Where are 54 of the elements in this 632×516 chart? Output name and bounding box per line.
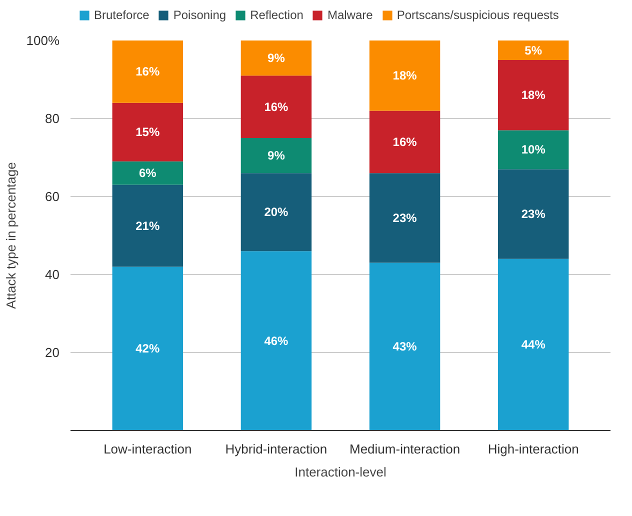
data-label: 42% [136,342,160,356]
data-label: 10% [521,142,546,157]
data-label: 44% [521,338,546,352]
bar [498,130,569,170]
y-tick-label: 60 [45,189,60,204]
data-label: 23% [521,207,546,222]
data-label: 16% [264,100,289,114]
x-tick-label: Low-interaction [104,442,192,456]
bar [112,102,183,162]
x-axis-title: Interaction-level [294,464,386,480]
data-label: 16% [136,64,160,79]
bar [240,173,312,252]
data-label: 9% [268,51,286,66]
data-label: 21% [136,218,160,233]
bar [112,40,183,103]
bar [369,110,440,174]
legend-label: Malware [327,8,373,22]
data-label: 43% [392,340,418,354]
bar [112,184,183,267]
data-label: 15% [136,125,160,140]
y-tick-label: 80 [45,111,60,126]
bar [112,161,183,185]
data-label: 5% [524,43,542,58]
x-tick-label: Medium-interaction [350,442,460,456]
bar [112,266,183,430]
data-label: 20% [264,205,289,220]
bar [498,258,569,430]
bar [369,40,440,111]
data-label: 18% [392,68,418,83]
y-tick-label: 40 [45,267,60,282]
bar [240,138,312,174]
data-label: 18% [521,88,546,102]
legend-label: Reflection [250,8,304,22]
bar [498,60,569,130]
bar [498,169,569,259]
x-tick-label: High-interaction [488,442,579,456]
bar [369,262,440,430]
data-label: 16% [392,134,418,149]
legend-label: Bruteforce [94,8,150,22]
legend-label: Portscans/suspicious requests [396,8,559,22]
y-tick-label: 100% [26,33,60,48]
y-axis-title: Attack type in percentage [3,162,18,309]
bar [498,40,569,60]
bar [240,76,312,138]
bar [240,40,312,76]
legend-label: Poisoning [173,8,226,22]
x-tick-label: Hybrid-interaction [225,442,328,456]
data-label: 46% [264,334,289,348]
data-label: 23% [392,210,418,225]
data-label: 9% [268,148,286,163]
bar [369,173,440,263]
y-tick-label: 20 [45,345,60,360]
data-label: 6% [138,166,157,180]
bar [240,251,312,430]
